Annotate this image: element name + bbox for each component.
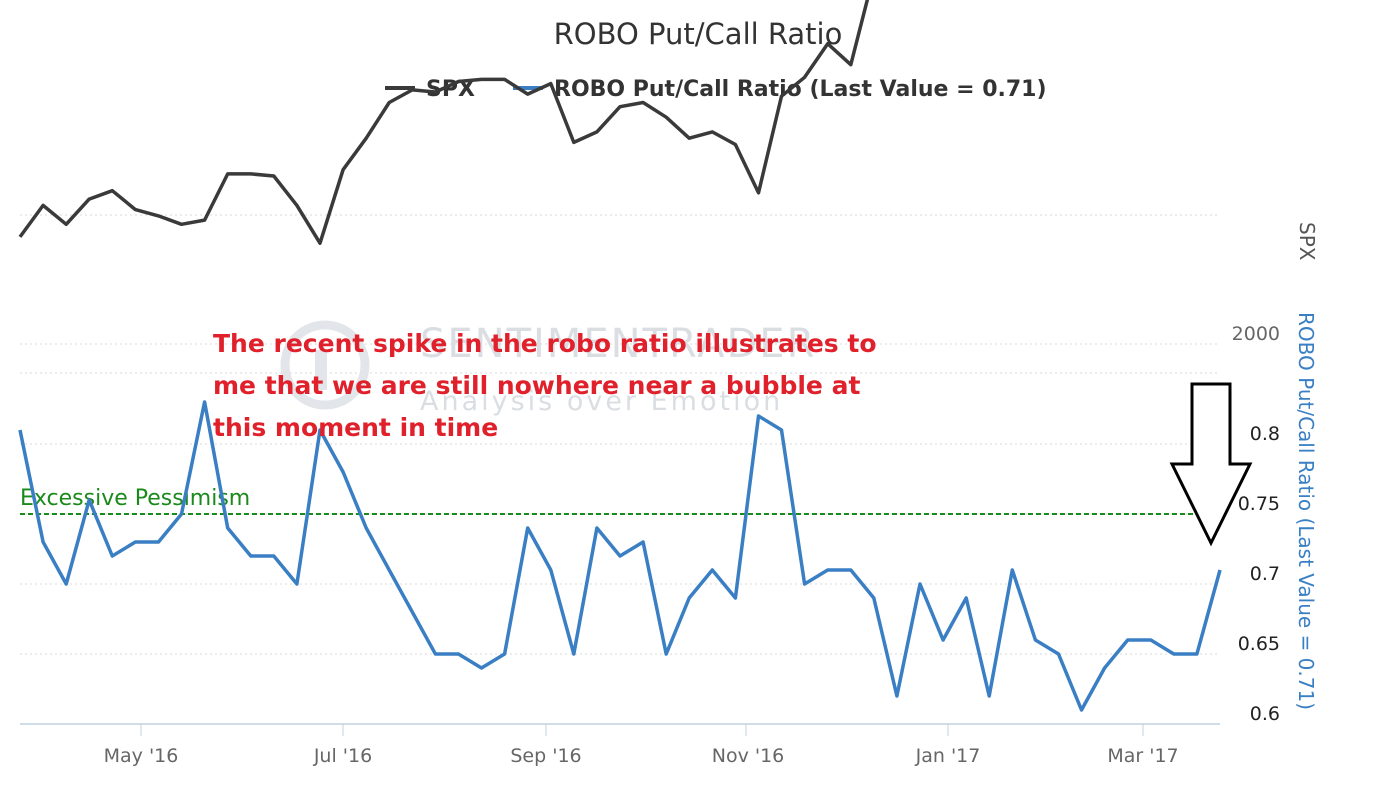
robo-tick-label: 0.6 (1250, 703, 1280, 725)
spx-axis-title: SPX (1295, 222, 1319, 261)
down-arrow-icon (1169, 382, 1253, 547)
spx-series-line[interactable] (18, 0, 1220, 245)
chart-title: ROBO Put/Call Ratio (554, 17, 843, 51)
robo-y-axis-ticks: 0.8 0.75 0.7 0.65 0.6 (1238, 423, 1280, 725)
watermark-line1: SENTIMENTRADER (420, 321, 816, 367)
x-tick-label: Sep '16 (510, 745, 581, 767)
gridlines (20, 214, 1220, 655)
annotation: The recent spike in the robo ratio illus… (213, 329, 877, 442)
watermark-logo-bar (315, 350, 327, 390)
x-axis-ticks: May '16 Jul '16 Sep '16 Nov '16 Jan '17 … (104, 724, 1179, 767)
x-tick-label: May '16 (104, 745, 179, 767)
annotation-line-3: this moment in time (213, 413, 498, 442)
x-tick-label: Mar '17 (1107, 745, 1178, 767)
robo-tick-label: 0.7 (1250, 563, 1280, 585)
robo-axis-title: ROBO Put/Call Ratio (Last Value = 0.71) (1294, 312, 1318, 710)
x-tick-label: Jul '16 (313, 745, 372, 767)
legend[interactable]: SPX ROBO Put/Call Ratio (Last Value = 0.… (385, 77, 1047, 102)
spx-tick-label: 2000 (1232, 323, 1280, 345)
excessive-pessimism-label: Excessive Pessimism (20, 486, 250, 511)
x-tick-label: Jan '17 (915, 745, 981, 767)
x-tick-label: Nov '16 (712, 745, 785, 767)
watermark-logo (280, 320, 370, 410)
annotation-line-1: The recent spike in the robo ratio illus… (213, 329, 877, 358)
robo-tick-label: 0.8 (1250, 423, 1280, 445)
annotation-line-2: me that we are still nowhere near a bubb… (213, 371, 860, 400)
watermark-line2: Analysis over Emotion (420, 386, 783, 417)
robo-tick-label: 0.75 (1238, 493, 1280, 515)
robo-series-line[interactable] (18, 400, 1222, 712)
robo-tick-label: 0.65 (1238, 633, 1280, 655)
watermark: SENTIMENTRADER Analysis over Emotion (280, 320, 816, 417)
